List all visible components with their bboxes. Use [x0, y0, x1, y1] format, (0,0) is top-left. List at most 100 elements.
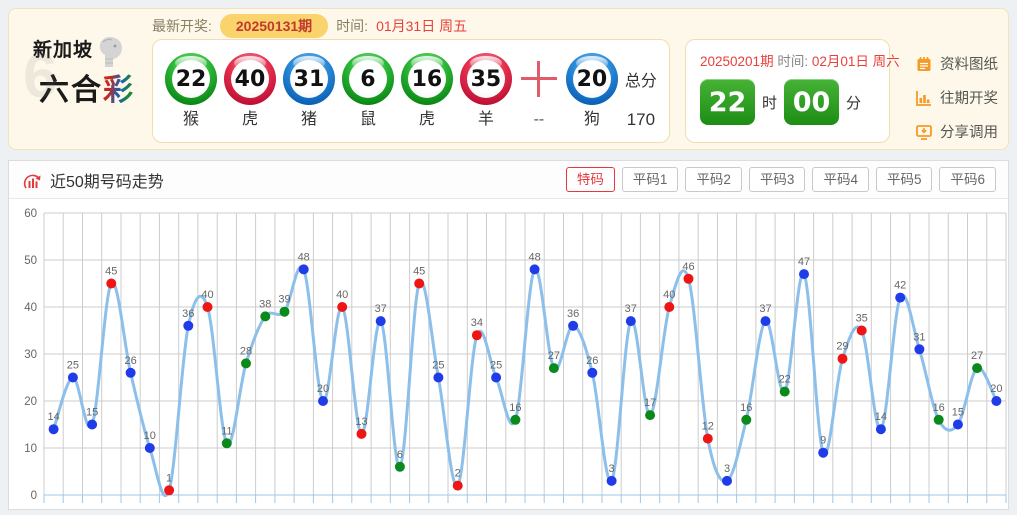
hour-unit-label: 时 — [762, 94, 778, 112]
lottery-ball: 31 — [282, 53, 335, 105]
link-label: 资料图纸 — [940, 57, 998, 73]
svg-text:37: 37 — [375, 303, 387, 315]
bar-chart-icon — [916, 90, 931, 106]
logo-text-line2: 六合彩 — [39, 74, 135, 107]
notebook-icon — [917, 56, 931, 71]
tab-special-number[interactable]: 特码 — [565, 167, 615, 192]
ball-cell: 6 鼠 — [341, 53, 394, 129]
lottery-ball: 16 — [400, 53, 453, 105]
logo-watermark-6: 6 — [23, 42, 58, 111]
svg-text:39: 39 — [278, 294, 290, 306]
svg-text:47: 47 — [798, 256, 810, 268]
svg-text:20: 20 — [24, 396, 37, 408]
plus-sub-label: -- — [533, 111, 545, 128]
share-monitor-icon — [916, 124, 932, 140]
countdown-minutes: 00 — [784, 79, 840, 125]
countdown-hours: 22 — [700, 79, 755, 125]
svg-text:40: 40 — [663, 289, 675, 301]
zodiac-label: 虎 — [418, 111, 435, 128]
quick-links: 资料图纸 往期开奖 分享调用 — [915, 53, 998, 142]
plus-icon — [520, 61, 557, 97]
ball-cell: 35 羊 — [459, 53, 512, 129]
svg-text:45: 45 — [413, 266, 425, 278]
svg-text:6: 6 — [397, 449, 403, 461]
logo-text-line1: 新加坡 — [33, 40, 94, 61]
svg-text:25: 25 — [432, 360, 444, 372]
merlion-icon — [99, 37, 123, 67]
link-past-draws[interactable]: 往期开奖 — [915, 87, 998, 108]
svg-text:11: 11 — [221, 425, 232, 437]
zodiac-label: 鼠 — [359, 111, 376, 128]
svg-text:45: 45 — [105, 266, 117, 278]
link-label: 分享调用 — [940, 125, 998, 141]
svg-text:25: 25 — [67, 360, 79, 372]
tab-normal-2[interactable]: 平码2 — [685, 167, 742, 192]
latest-time-value: 01月31日 周五 — [376, 18, 468, 34]
plus-cell: -- — [519, 53, 559, 129]
zodiac-label: 猪 — [300, 111, 317, 128]
svg-text:27: 27 — [548, 350, 560, 362]
svg-text:31: 31 — [913, 331, 925, 343]
svg-text:26: 26 — [124, 355, 136, 367]
svg-text:36: 36 — [182, 308, 194, 320]
chart-plot-area: 0 10 20 30 40 50 60 14 25 15 45 26 10 1 36 40 11 28 38 39 48… — [9, 199, 1008, 510]
svg-text:36: 36 — [567, 308, 579, 320]
lottery-ball: 40 — [223, 53, 276, 105]
total-score-value: 170 — [626, 110, 656, 129]
svg-text:1: 1 — [166, 472, 172, 484]
zodiac-label: 狗 — [583, 111, 600, 128]
link-data-sheets[interactable]: 资料图纸 — [915, 53, 998, 74]
next-draw-info: 20250201期 时间: 02月01日 周六 — [700, 50, 900, 70]
lottery-ball: 6 — [341, 53, 394, 105]
svg-text:26: 26 — [586, 355, 598, 367]
svg-text:50: 50 — [24, 255, 37, 267]
svg-text:29: 29 — [836, 341, 848, 353]
svg-text:9: 9 — [820, 435, 826, 447]
site-logo[interactable]: 6 新加坡 六合彩 — [23, 35, 147, 111]
svg-text:35: 35 — [856, 313, 868, 325]
chart-header: 近50期号码走势 特码 平码1 平码2 平码3 平码4 平码5 平码6 — [9, 161, 1008, 199]
ball-cell: 40 虎 — [223, 53, 276, 129]
trend-chart-card: 近50期号码走势 特码 平码1 平码2 平码3 平码4 平码5 平码6 0 10 2… — [8, 160, 1009, 510]
svg-text:10: 10 — [144, 430, 156, 442]
svg-text:48: 48 — [298, 251, 310, 263]
zodiac-label: 虎 — [241, 111, 258, 128]
tab-normal-3[interactable]: 平码3 — [748, 167, 806, 192]
svg-text:25: 25 — [490, 360, 502, 372]
svg-text:20: 20 — [317, 383, 329, 395]
tab-normal-1[interactable]: 平码1 — [621, 167, 679, 192]
svg-text:30: 30 — [24, 349, 37, 361]
total-score-label: 总分 — [624, 73, 657, 90]
chart-title-group: 近50期号码走势 — [23, 168, 164, 192]
tab-normal-4[interactable]: 平码4 — [812, 167, 869, 192]
latest-draw-info: 最新开奖: 20250131期 时间: 01月31日 周五 — [152, 14, 467, 38]
special-lottery-ball: 20 — [565, 53, 618, 105]
chart-tabs: 特码 平码1 平码2 平码3 平码4 平码5 平码6 — [565, 167, 996, 192]
zodiac-label: 猴 — [182, 111, 199, 128]
link-label: 往期开奖 — [940, 91, 998, 107]
svg-text:37: 37 — [759, 303, 771, 315]
tab-normal-5[interactable]: 平码5 — [875, 167, 933, 192]
draw-result-card: 6 新加坡 六合彩 最新开奖: 20250131期 时间: 01月31日 周五 … — [8, 8, 1009, 150]
svg-text:28: 28 — [240, 345, 252, 357]
svg-text:16: 16 — [509, 402, 521, 414]
svg-text:22: 22 — [779, 374, 791, 386]
svg-text:2: 2 — [455, 468, 461, 480]
svg-text:16: 16 — [933, 402, 945, 414]
svg-text:20: 20 — [990, 383, 1002, 395]
tab-normal-6[interactable]: 平码6 — [939, 167, 996, 192]
trend-icon — [23, 174, 41, 188]
svg-text:48: 48 — [528, 251, 540, 263]
svg-text:13: 13 — [355, 416, 367, 428]
ball-cell: 31 猪 — [282, 53, 335, 129]
latest-draw-label: 最新开奖: — [152, 18, 212, 34]
svg-text:16: 16 — [740, 402, 752, 414]
svg-text:14: 14 — [47, 411, 59, 423]
svg-text:40: 40 — [201, 289, 213, 301]
minute-unit-label: 分 — [846, 94, 862, 112]
link-share-embed[interactable]: 分享调用 — [915, 121, 998, 142]
special-ball-cell: 20 狗 — [565, 53, 618, 129]
svg-text:12: 12 — [702, 421, 714, 433]
